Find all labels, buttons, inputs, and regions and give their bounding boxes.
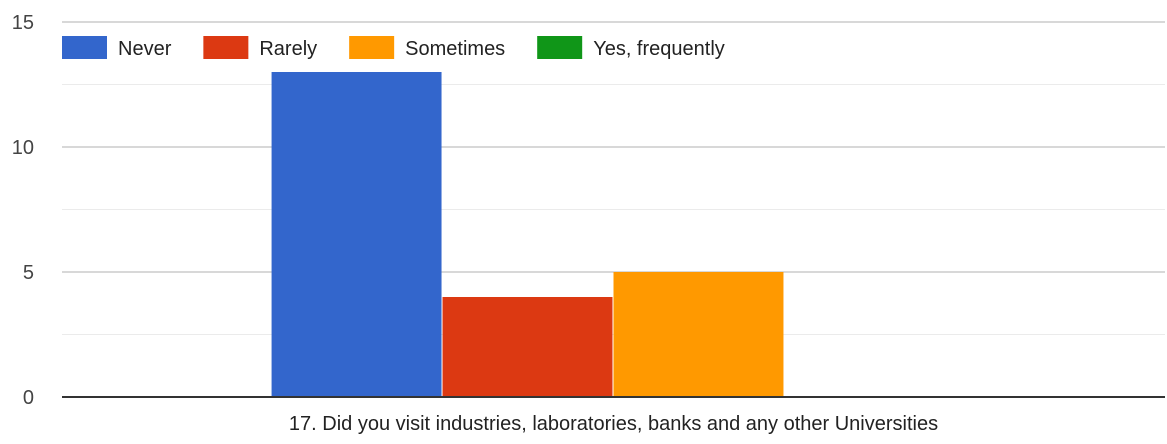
legend-swatch-never[interactable] xyxy=(62,36,107,59)
x-axis-categories: 17. Did you visit industries, laboratori… xyxy=(289,413,938,435)
gridlines xyxy=(62,21,1165,335)
bars xyxy=(271,72,784,397)
bar-never[interactable] xyxy=(271,72,442,397)
y-tick-label: 5 xyxy=(23,262,34,284)
bar-rarely[interactable] xyxy=(442,297,613,397)
legend-swatch-yes-frequently[interactable] xyxy=(537,36,583,59)
y-tick-label: 10 xyxy=(12,137,34,159)
legend-swatch-rarely[interactable] xyxy=(203,36,249,59)
legend-label-rarely[interactable]: Rarely xyxy=(259,38,317,60)
legend-label-never[interactable]: Never xyxy=(118,38,172,60)
y-tick-label: 0 xyxy=(23,387,34,409)
x-category-label: 17. Did you visit industries, laboratori… xyxy=(289,413,938,435)
y-tick-label: 15 xyxy=(12,12,34,34)
legend-label-yes-frequently[interactable]: Yes, frequently xyxy=(593,38,725,60)
legend-label-sometimes[interactable]: Sometimes xyxy=(405,38,505,60)
y-axis-ticks: 0 5 10 15 xyxy=(12,12,34,409)
legend: Never Rarely Sometimes Yes, frequently xyxy=(62,36,725,60)
legend-swatch-sometimes[interactable] xyxy=(349,36,395,59)
bar-sometimes[interactable] xyxy=(613,272,784,397)
